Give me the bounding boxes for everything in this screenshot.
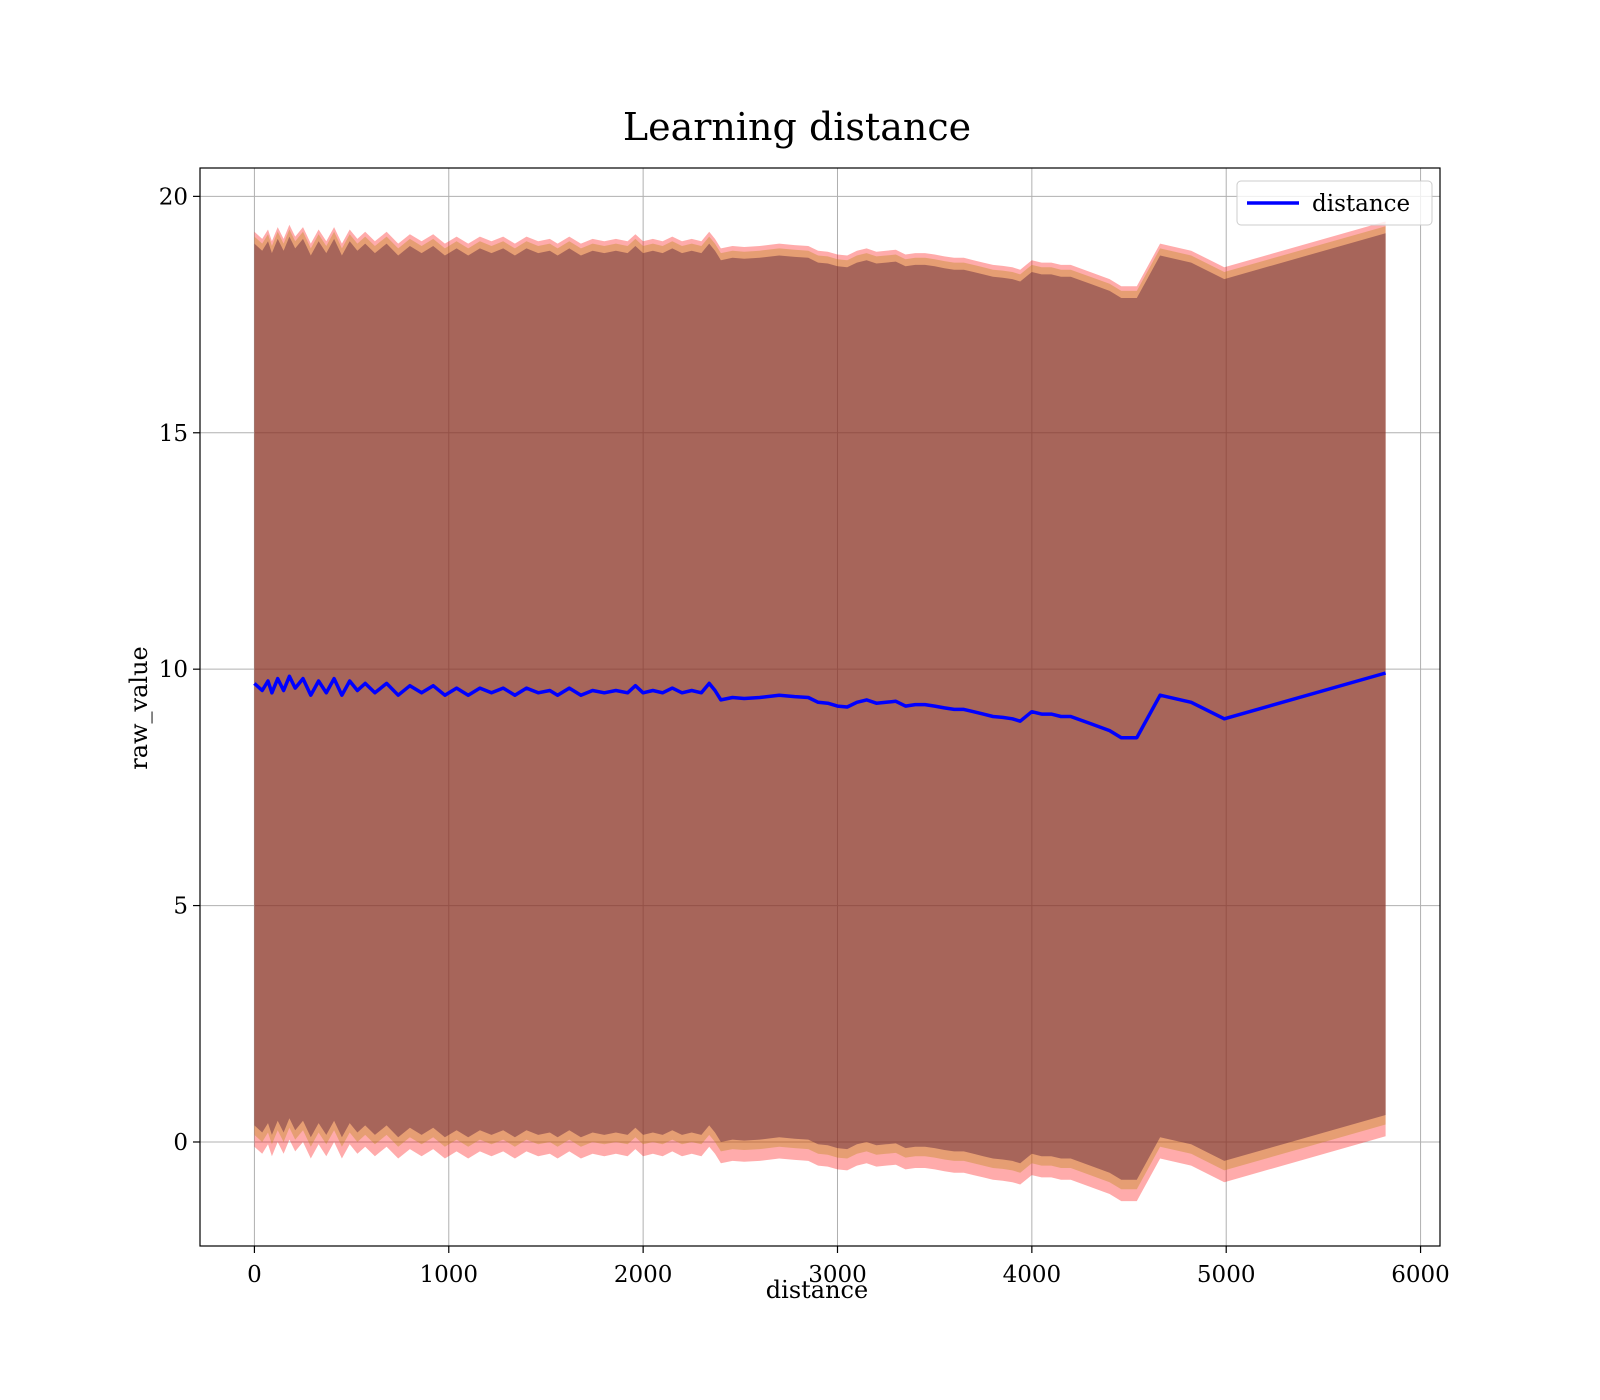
x-tick-label: 0: [247, 1262, 262, 1288]
y-tick-label: 10: [159, 657, 188, 683]
y-tick-label: 5: [173, 894, 188, 920]
series-line-distance: [253, 671, 1387, 740]
plot-area: [200, 168, 1440, 1246]
plot-frame: [199, 167, 1441, 1247]
series-lines: [253, 671, 1387, 740]
y-axis-ticks: 0 5 10 15 20: [159, 184, 200, 1156]
x-axis-ticks: 0 1000 2000 3000 4000 5000 6000: [247, 1246, 1450, 1288]
legend-box: [1236, 180, 1433, 226]
band-0: [254, 221, 1386, 1202]
chart-title: Learning distance: [623, 105, 971, 149]
x-tick-label: 3000: [808, 1262, 867, 1288]
plot-border: [199, 167, 1441, 1247]
grid-lines: [200, 168, 1440, 1246]
x-tick-label: 4000: [1003, 1262, 1062, 1288]
y-tick-label: 15: [159, 421, 188, 447]
x-tick-label: 1000: [420, 1262, 479, 1288]
legend-label: distance: [1312, 191, 1410, 217]
legend: distance: [1236, 180, 1433, 226]
y-axis-label: raw_value: [125, 646, 153, 770]
x-tick-label: 6000: [1391, 1262, 1450, 1288]
plot-background: [200, 168, 1440, 1246]
y-tick-label: 20: [159, 184, 188, 210]
confidence-bands: [254, 221, 1386, 1202]
x-tick-label: 2000: [614, 1262, 673, 1288]
y-tick-label: 0: [173, 1130, 188, 1156]
x-tick-label: 5000: [1197, 1262, 1256, 1288]
x-axis-label: distance: [766, 1276, 868, 1304]
band-1: [254, 226, 1386, 1190]
band-2: [254, 233, 1386, 1180]
